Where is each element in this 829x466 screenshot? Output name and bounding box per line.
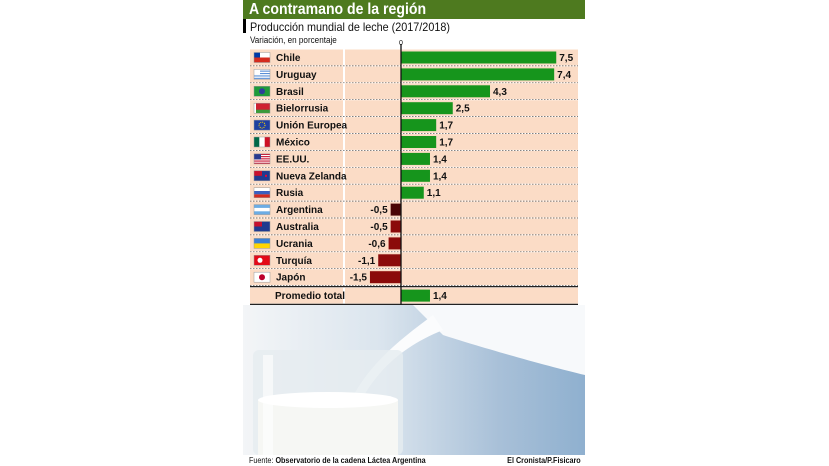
category-label: Japón — [276, 273, 305, 284]
value-label: -0,5 — [370, 222, 388, 233]
bar — [401, 119, 437, 132]
subtitle: Producción mundial de leche (2017/2018) — [250, 20, 450, 34]
bar — [401, 85, 491, 98]
bar — [369, 271, 401, 284]
unit-label: Variación, en porcentaje — [250, 35, 337, 45]
value-label: 1,1 — [427, 188, 441, 199]
value-label: 1,4 — [433, 171, 447, 182]
new-zealand-flag-icon — [253, 170, 271, 182]
category-label: Uruguay — [276, 70, 317, 81]
row-background — [250, 218, 578, 235]
belarus-flag-icon — [253, 102, 271, 114]
mexico-flag-icon — [253, 136, 271, 148]
category-label: EE.UU. — [276, 154, 310, 165]
category-label: Nueva Zelanda — [276, 171, 347, 182]
value-label: -1,5 — [350, 273, 368, 284]
turkey-flag-icon — [253, 255, 271, 266]
row-background — [250, 235, 578, 252]
category-label: Bielorrusia — [276, 104, 329, 115]
bar — [388, 237, 401, 250]
ukraine-flag-icon — [253, 238, 271, 249]
category-label: Australia — [276, 222, 319, 233]
row-background — [250, 252, 578, 269]
value-label: -0,6 — [368, 239, 386, 250]
argentina-flag-icon — [253, 204, 271, 215]
chile-flag-icon — [253, 52, 271, 63]
row-background — [250, 269, 578, 286]
category-label: México — [276, 138, 310, 149]
value-label: 4,3 — [493, 87, 507, 98]
category-label: Brasil — [276, 87, 304, 98]
bar-chart: Chile 7,5 Uruguay 7,4 Brasil 4,3 Bielorrusia 2,… — [250, 40, 578, 305]
title-bar: A contramano de la región — [243, 0, 585, 19]
value-label: 1,4 — [433, 154, 447, 165]
source-label: Fuente: — [249, 456, 274, 465]
bar — [390, 203, 401, 216]
category-label: Turquía — [276, 256, 312, 267]
eu-flag-icon — [253, 119, 271, 131]
zero-tick-label: 0 — [399, 40, 403, 47]
row-background — [250, 201, 578, 218]
bar — [401, 51, 557, 64]
brazil-flag-icon — [253, 86, 271, 97]
footer: Fuente: Observatorio de la cadena Láctea… — [243, 455, 585, 466]
credit: El Cronista/P.Fisicaro — [507, 456, 581, 465]
value-label: -1,1 — [358, 256, 376, 267]
australia-flag-icon — [253, 221, 271, 232]
value-label: 1,4 — [433, 291, 447, 302]
value-label: -0,5 — [370, 205, 388, 216]
value-label: 1,7 — [439, 121, 453, 132]
bar — [401, 169, 430, 182]
source: Observatorio de la cadena Láctea Argenti… — [275, 456, 426, 465]
milk-photo — [243, 305, 585, 455]
japan-flag-icon — [253, 271, 271, 283]
category-label: Ucrania — [276, 239, 313, 250]
bar — [401, 186, 424, 199]
russia-flag-icon — [253, 187, 271, 198]
bar — [390, 220, 401, 233]
total-label: Promedio total — [275, 291, 345, 302]
accent-bar — [243, 19, 246, 33]
bar — [378, 254, 401, 267]
uruguay-flag-icon — [253, 69, 271, 80]
infographic: A contramano de la región Producción mun… — [243, 0, 585, 466]
category-label: Unión Europea — [276, 121, 348, 132]
category-label: Argentina — [276, 205, 323, 216]
bar — [401, 152, 430, 165]
bar — [401, 289, 430, 302]
category-label: Chile — [276, 53, 301, 64]
title: A contramano de la región — [249, 1, 427, 18]
usa-flag-icon — [253, 153, 271, 165]
value-label: 7,4 — [557, 70, 571, 81]
bar — [401, 102, 453, 115]
value-label: 7,5 — [559, 53, 573, 64]
value-label: 1,7 — [439, 138, 453, 149]
category-label: Rusia — [276, 188, 304, 199]
value-label: 2,5 — [456, 104, 470, 115]
bar — [401, 68, 555, 81]
bar — [401, 136, 437, 148]
